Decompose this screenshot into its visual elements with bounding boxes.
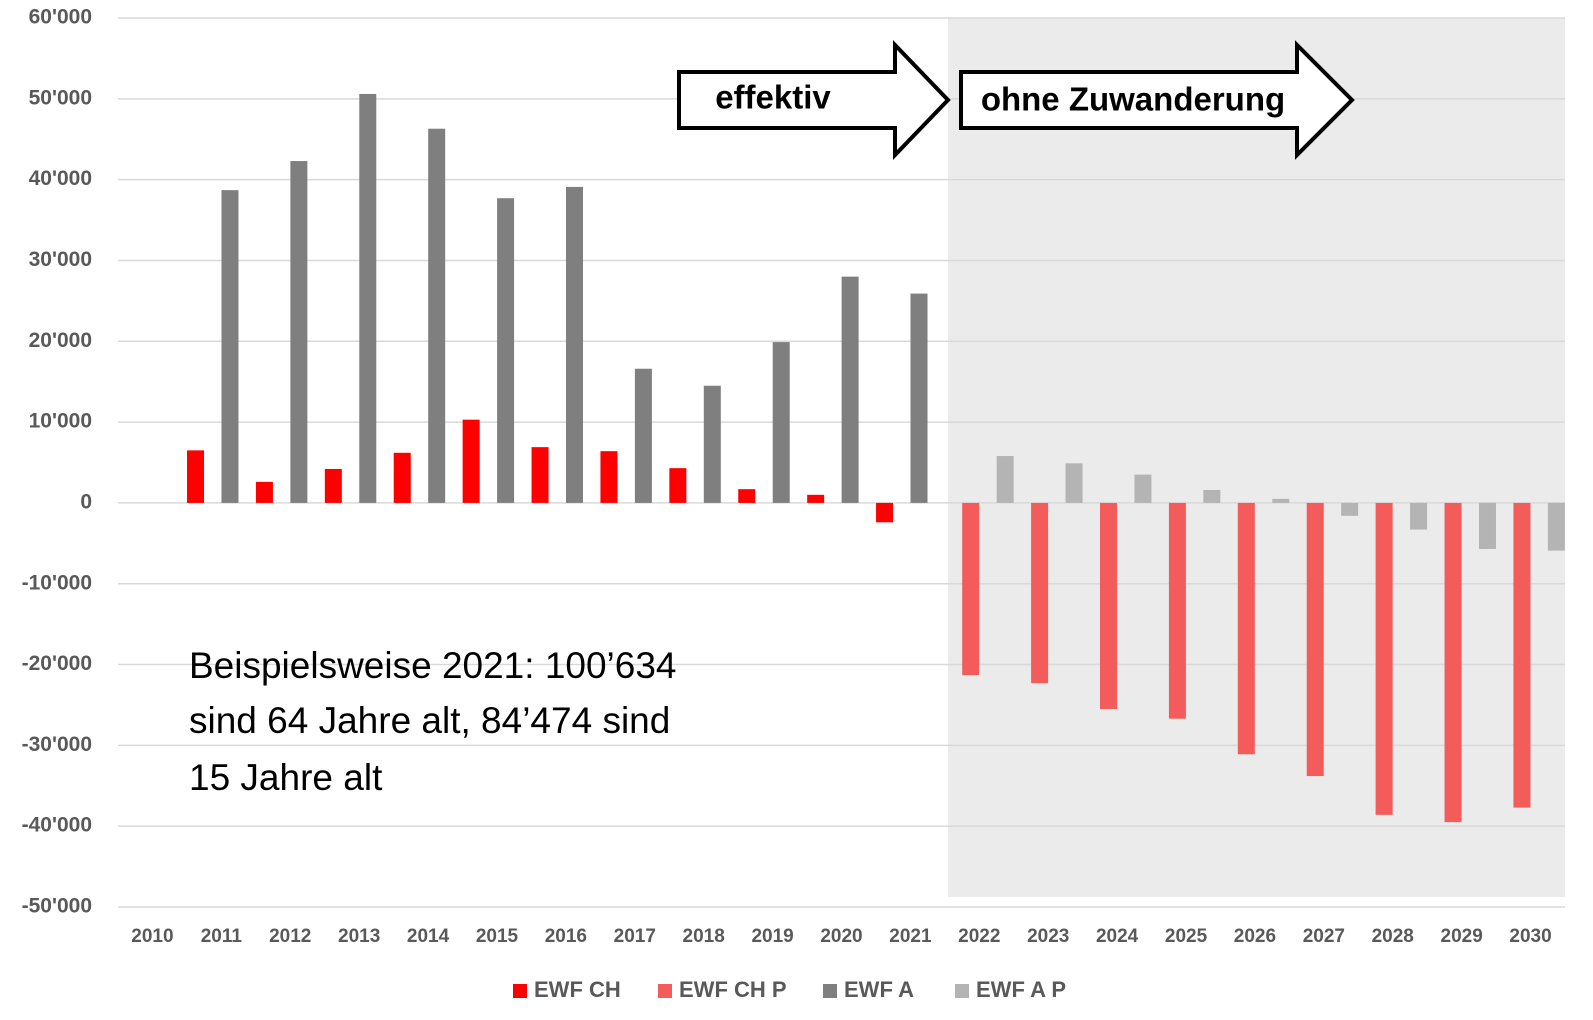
arrow	[959, 40, 1355, 160]
bar	[910, 293, 928, 503]
bar	[393, 452, 411, 503]
note-line: 15 Jahre alt	[189, 757, 383, 798]
x-tick-label: 2014	[407, 926, 450, 947]
bar	[359, 93, 377, 503]
bar	[497, 198, 515, 503]
y-tick-label: -40'000	[22, 814, 92, 837]
bar	[565, 186, 583, 503]
legend-label: EWF CH P	[679, 977, 787, 1002]
x-tick-label: 2027	[1303, 926, 1345, 947]
legend-swatch	[658, 984, 672, 998]
bar	[600, 451, 618, 503]
x-tick-label: 2011	[201, 926, 243, 947]
bar	[1513, 502, 1531, 808]
bar	[669, 468, 687, 503]
bar	[876, 502, 894, 523]
bar	[1306, 502, 1324, 777]
legend-label: EWF A P	[976, 977, 1066, 1002]
bar	[324, 468, 342, 503]
legend-swatch	[513, 984, 527, 998]
note-line: sind 64 Jahre alt, 84’474 sind	[189, 700, 670, 741]
bar	[1237, 502, 1255, 755]
x-tick-label: 2024	[1096, 926, 1139, 947]
x-tick-label: 2016	[545, 926, 587, 947]
x-tick-label: 2028	[1372, 926, 1414, 947]
x-tick-label: 2029	[1441, 926, 1483, 947]
bar	[290, 161, 308, 503]
bar	[772, 342, 790, 503]
note-line: Beispielsweise 2021: 100’634	[189, 645, 677, 686]
bar	[1065, 463, 1083, 503]
legend-label: EWF A	[844, 977, 914, 1002]
bar	[962, 502, 980, 676]
bar	[634, 368, 652, 503]
x-tick-label: 2019	[751, 926, 793, 947]
y-tick-label: -50'000	[22, 895, 92, 918]
legend-label: EWF CH	[534, 977, 621, 1002]
y-tick-label: -20'000	[22, 652, 92, 675]
bar	[1375, 502, 1393, 815]
bar	[1134, 474, 1152, 503]
x-tick-label: 2010	[131, 926, 173, 947]
bar	[531, 447, 549, 503]
x-tick-label: 2020	[820, 926, 862, 947]
y-tick-label: -30'000	[22, 733, 92, 756]
bar	[1444, 502, 1462, 823]
bar	[807, 494, 825, 503]
bar	[221, 190, 239, 503]
x-tick-label: 2023	[1027, 926, 1069, 947]
y-tick-label: -10'000	[22, 571, 92, 594]
x-tick-label: 2021	[889, 926, 932, 947]
x-tick-label: 2030	[1509, 926, 1551, 947]
bar	[1168, 502, 1186, 719]
x-tick-label: 2015	[476, 926, 519, 947]
bar	[1341, 502, 1359, 516]
y-tick-label: 20'000	[29, 329, 92, 352]
bar	[1031, 502, 1049, 684]
bar	[1100, 502, 1118, 709]
bar	[1203, 489, 1221, 503]
y-tick-label: 0	[80, 490, 92, 513]
bar	[1478, 502, 1496, 549]
arrow	[677, 40, 951, 160]
legend-swatch	[955, 984, 969, 998]
x-tick-label: 2013	[338, 926, 380, 947]
bar	[1547, 502, 1565, 551]
annotation: ohne Zuwanderung	[981, 81, 1285, 118]
x-tick-label: 2018	[683, 926, 725, 947]
bar	[187, 450, 205, 503]
x-tick-label: 2026	[1234, 926, 1276, 947]
bar	[428, 128, 446, 503]
x-tick-label: 2012	[269, 926, 311, 947]
bar	[1272, 498, 1290, 503]
bar	[703, 385, 721, 503]
y-tick-label: 50'000	[29, 86, 92, 109]
bar	[996, 456, 1014, 503]
x-tick-label: 2025	[1165, 926, 1208, 947]
annotation: effektiv	[715, 79, 831, 116]
x-tick-label: 2022	[958, 926, 1000, 947]
y-tick-label: 30'000	[29, 248, 92, 271]
bar	[841, 276, 859, 503]
y-tick-label: 60'000	[29, 6, 92, 29]
y-tick-label: 10'000	[29, 410, 92, 433]
legend-swatch	[823, 984, 837, 998]
bar	[255, 481, 273, 503]
bar	[738, 489, 756, 503]
x-tick-label: 2017	[614, 926, 656, 947]
y-tick-label: 40'000	[29, 167, 92, 190]
bar	[1410, 502, 1428, 530]
forecast-shade	[948, 18, 1565, 897]
bar	[462, 419, 480, 503]
